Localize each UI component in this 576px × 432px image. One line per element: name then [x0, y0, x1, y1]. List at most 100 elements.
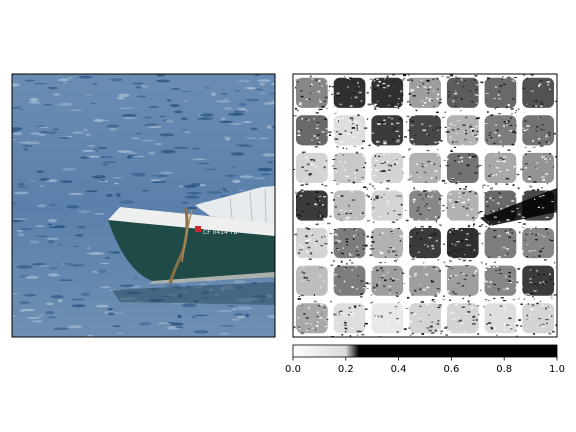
mask-speckle [435, 127, 439, 130]
mask-speckle [486, 111, 489, 113]
mask-speckle [530, 212, 533, 214]
mask-speckle [335, 239, 339, 241]
mask-speckle [510, 107, 514, 110]
mask-speckle [502, 329, 506, 331]
mask-speckle [399, 309, 402, 311]
mask-speckle [527, 303, 530, 305]
mask-speckle [526, 103, 528, 105]
mask-speckle [538, 255, 541, 258]
mask-speckle [371, 241, 375, 243]
mask-speckle [401, 94, 404, 96]
mask-speckle [551, 297, 553, 299]
mask-speckle [400, 81, 402, 83]
water-ripple [173, 110, 183, 114]
water-ripple [224, 174, 239, 177]
mask-speckle [351, 286, 354, 288]
mask-speckle [428, 100, 432, 102]
mask-speckle [376, 100, 379, 102]
mask-speckle [555, 126, 557, 128]
water-ripple [141, 139, 155, 142]
mask-speckle [540, 105, 543, 107]
mask-speckle [345, 238, 349, 240]
mask-speckle [508, 317, 512, 320]
water-ripple [70, 298, 85, 301]
mask-speckle [306, 146, 309, 148]
mask-speckle [314, 328, 316, 331]
mask-speckle [428, 207, 431, 209]
mask-speckle [464, 129, 467, 132]
mask-speckle [333, 153, 337, 155]
mask-block [296, 303, 328, 334]
mask-speckle [382, 297, 385, 300]
mask-speckle [374, 225, 376, 228]
mask-speckle [448, 277, 451, 280]
mask-block [409, 77, 441, 108]
mask-speckle [532, 146, 536, 148]
mask-speckle [435, 239, 438, 242]
mask-block [371, 228, 404, 259]
mask-speckle [392, 138, 395, 141]
mask-speckle [485, 221, 489, 224]
mask-speckle [507, 120, 510, 123]
mask-speckle [355, 250, 358, 252]
mask-speckle [419, 213, 422, 216]
mask-speckle [517, 187, 520, 190]
mask-speckle [334, 275, 336, 277]
mask-speckle [400, 203, 403, 206]
mask-speckle [349, 213, 352, 215]
mask-speckle [310, 252, 313, 255]
mask-speckle [474, 192, 477, 195]
mask-speckle [467, 300, 470, 303]
mask-speckle [296, 109, 299, 112]
mask-speckle [509, 124, 513, 127]
mask-speckle [527, 177, 531, 180]
mask-speckle [405, 121, 408, 123]
mask-speckle [491, 114, 494, 116]
mask-speckle [314, 301, 317, 304]
mask-speckle [384, 279, 387, 282]
water-ripple [216, 310, 233, 313]
mask-speckle [470, 124, 472, 126]
mask-speckle [508, 233, 512, 235]
mask-block [296, 228, 328, 259]
mask-block [409, 303, 441, 334]
mask-speckle [500, 85, 503, 87]
mask-speckle [324, 185, 328, 187]
water-ripple [118, 93, 130, 98]
mask-speckle [355, 266, 357, 268]
mask-speckle [293, 227, 296, 229]
mask-speckle [437, 328, 440, 331]
mask-speckle [309, 172, 313, 174]
mask-speckle [348, 179, 350, 182]
mask-speckle [407, 136, 410, 138]
mask-speckle [440, 291, 443, 294]
mask-speckle [361, 212, 364, 214]
mask-speckle [533, 263, 536, 265]
water-ripple [270, 100, 275, 104]
mask-speckle [377, 123, 381, 125]
mask-speckle [516, 207, 519, 209]
water-ripple [58, 279, 73, 282]
water-ripple [78, 75, 93, 79]
mask-speckle [323, 100, 326, 103]
mask-speckle [399, 118, 401, 120]
mask-block [484, 303, 517, 334]
mask-speckle [440, 196, 442, 198]
mask-speckle [436, 264, 440, 266]
mask-speckle [369, 168, 371, 170]
boat-registration-number: CF 0414 TB [203, 229, 238, 236]
mask-speckle [423, 262, 425, 264]
mask-speckle [419, 305, 422, 307]
mask-speckle [526, 128, 529, 131]
mask-speckle [495, 183, 498, 185]
registration-sticker [195, 226, 201, 232]
mask-speckle [519, 133, 524, 135]
mask-speckle [498, 192, 501, 194]
mask-speckle [369, 162, 371, 165]
mask-speckle [510, 117, 512, 120]
mask-speckle [331, 86, 335, 88]
mask-speckle [319, 286, 322, 289]
mask-speckle [376, 285, 378, 287]
mask-speckle [517, 159, 521, 162]
mask-speckle [486, 323, 488, 325]
